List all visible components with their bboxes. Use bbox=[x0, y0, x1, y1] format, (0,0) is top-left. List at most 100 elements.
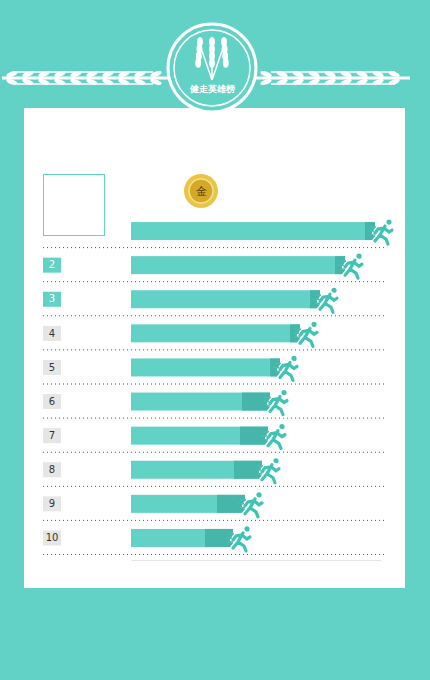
bar-tip bbox=[242, 393, 270, 411]
runner-head bbox=[291, 355, 297, 361]
runner-icon bbox=[238, 492, 262, 517]
y-tick-label: 10 bbox=[46, 532, 59, 543]
y-tick-label: 3 bbox=[49, 293, 55, 304]
runner-speed bbox=[263, 398, 271, 406]
wheat-grain bbox=[209, 58, 215, 68]
bar-tip bbox=[205, 529, 233, 547]
logo: 健走英雄榜 bbox=[168, 24, 256, 112]
deco-leaf bbox=[260, 70, 273, 79]
runner-body bbox=[300, 328, 317, 346]
runner-speed bbox=[255, 466, 263, 474]
deco-leaf bbox=[308, 78, 321, 87]
deco-leaf bbox=[372, 78, 385, 87]
deco-leaf bbox=[22, 78, 35, 87]
bar bbox=[131, 358, 280, 376]
deco-leaf bbox=[70, 78, 83, 87]
medal-label: 金 bbox=[196, 185, 207, 198]
y-tick-label: 7 bbox=[49, 430, 55, 441]
y-tick-label: 5 bbox=[49, 362, 55, 373]
rank-box bbox=[43, 360, 61, 375]
runner-outline bbox=[345, 260, 362, 278]
background bbox=[0, 0, 430, 680]
separator bbox=[43, 315, 386, 316]
y-tick-label: 6 bbox=[49, 396, 55, 407]
runner-outline bbox=[375, 226, 392, 244]
runner-icon bbox=[273, 355, 297, 380]
runner-head bbox=[244, 526, 250, 532]
runner-icon bbox=[313, 287, 337, 312]
deco-leaf bbox=[292, 78, 305, 87]
runner-outline bbox=[300, 328, 317, 346]
deco-line bbox=[17, 71, 153, 73]
runner-head bbox=[279, 423, 285, 429]
y-tick: 2 bbox=[49, 259, 55, 270]
y-tick: 4 bbox=[49, 328, 55, 339]
runner-speed bbox=[273, 363, 281, 371]
runner-body bbox=[345, 260, 362, 278]
runner-head bbox=[256, 492, 262, 498]
bar bbox=[131, 324, 300, 342]
runner-body bbox=[375, 226, 392, 244]
deco-leaf bbox=[86, 70, 99, 79]
bar-tip bbox=[310, 290, 320, 308]
runner-head bbox=[281, 389, 287, 395]
bar bbox=[131, 290, 320, 308]
bar-tip bbox=[270, 358, 280, 376]
runner-speed bbox=[238, 500, 246, 508]
deco-leaf bbox=[292, 70, 305, 79]
separator bbox=[43, 520, 386, 521]
runner-head bbox=[311, 321, 317, 327]
deco-leaf bbox=[372, 70, 385, 79]
y-axis: 2 3 4 5 6 7 8 9 10 bbox=[46, 259, 59, 543]
rank-box bbox=[43, 428, 61, 443]
deco-leaf bbox=[356, 78, 369, 87]
rank-box bbox=[43, 496, 61, 511]
deco-leaf bbox=[6, 78, 19, 87]
runner-outline bbox=[280, 362, 297, 380]
runner-icon bbox=[293, 321, 317, 346]
title: 健走英雄榜 bbox=[189, 84, 235, 94]
deco-leaf bbox=[70, 70, 83, 79]
bar-tip bbox=[365, 222, 375, 240]
panel bbox=[24, 108, 405, 588]
rank-box bbox=[43, 292, 61, 307]
y-tick-label: 4 bbox=[49, 328, 55, 339]
separator bbox=[43, 349, 386, 350]
bars bbox=[131, 222, 375, 547]
deco-line bbox=[17, 83, 153, 85]
medal-outer bbox=[184, 174, 218, 208]
runner-body bbox=[233, 533, 250, 551]
runners bbox=[226, 219, 392, 551]
deco-leaf bbox=[276, 78, 289, 87]
runner-speed bbox=[338, 261, 346, 269]
deco-leaf bbox=[388, 70, 401, 79]
wheat-grain bbox=[223, 58, 229, 68]
separator bbox=[43, 486, 386, 487]
runner-body bbox=[280, 362, 297, 380]
y-tick: 7 bbox=[49, 430, 55, 441]
bar bbox=[131, 427, 268, 445]
runner-outline bbox=[268, 431, 285, 449]
logo-inner-ring bbox=[174, 30, 250, 106]
y-tick: 10 bbox=[46, 532, 59, 543]
deco-leaf bbox=[102, 78, 115, 87]
wheat-grain bbox=[195, 58, 201, 68]
deco-leaf bbox=[54, 78, 67, 87]
runner-icon bbox=[261, 423, 285, 448]
y-tick: 5 bbox=[49, 362, 55, 373]
y-tick: 8 bbox=[49, 464, 55, 475]
runner-outline bbox=[245, 499, 262, 517]
y-tick-label: 9 bbox=[49, 498, 55, 509]
bar-tip bbox=[234, 461, 262, 479]
chart-root: 健走英雄榜 2 3 4 5 6 7 8 9 10 金 bbox=[0, 0, 430, 680]
deco-leaf bbox=[150, 70, 163, 79]
bar bbox=[131, 461, 262, 479]
y-tick-label: 8 bbox=[49, 464, 55, 475]
deco-leaf bbox=[340, 70, 353, 79]
deco-leaf bbox=[324, 70, 337, 79]
bar-tip bbox=[217, 495, 245, 513]
runner-outline bbox=[262, 465, 279, 483]
y-tick: 9 bbox=[49, 498, 55, 509]
runner-body bbox=[268, 431, 285, 449]
runner-icon bbox=[255, 458, 279, 483]
